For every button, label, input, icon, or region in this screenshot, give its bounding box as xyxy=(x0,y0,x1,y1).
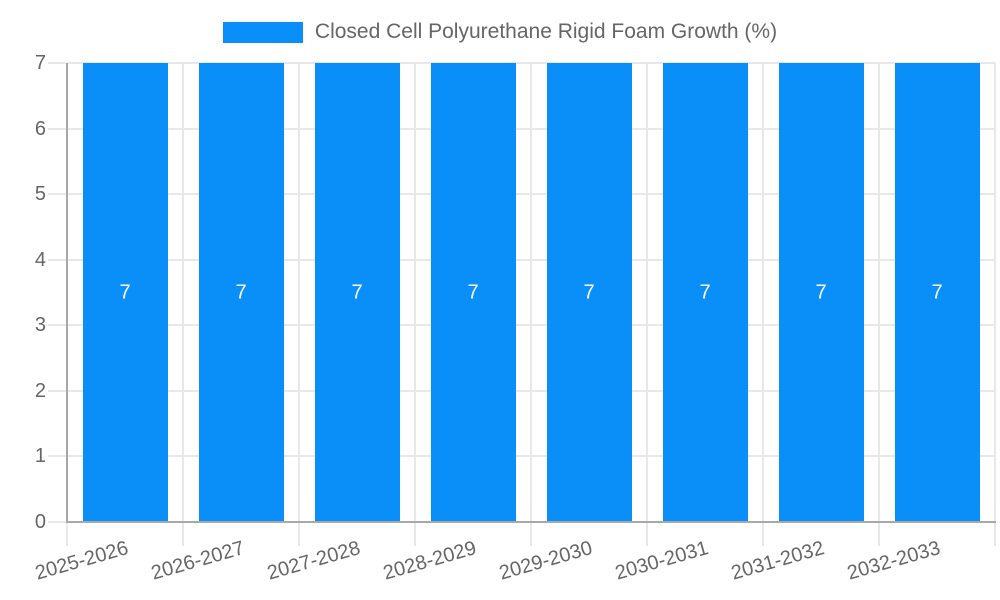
bar-value-label: 7 xyxy=(119,281,131,303)
bar: 7 xyxy=(430,63,516,522)
x-gridline xyxy=(994,63,996,522)
y-tick xyxy=(48,193,66,196)
plot-area: 7 7 7 7 7 7 7 7 xyxy=(66,62,996,523)
bar-value-label: 7 xyxy=(235,281,247,303)
y-axis-label: 1 xyxy=(34,445,46,468)
x-tick xyxy=(878,523,880,546)
bar: 7 xyxy=(546,63,632,522)
y-axis-label: 3 xyxy=(34,314,46,337)
bar-value-label: 7 xyxy=(351,281,363,303)
bar-value-label: 7 xyxy=(931,281,943,303)
y-axis-label: 4 xyxy=(34,248,46,271)
y-tick xyxy=(48,127,66,130)
y-tick xyxy=(48,455,66,458)
y-axis-label: 6 xyxy=(34,117,46,140)
x-tick xyxy=(530,523,532,546)
y-tick xyxy=(48,324,66,327)
bar: 7 xyxy=(198,63,284,522)
x-tick xyxy=(994,523,996,546)
x-gridline xyxy=(878,63,880,522)
x-gridline xyxy=(298,63,300,522)
x-gridline xyxy=(414,63,416,522)
y-axis-label: 5 xyxy=(34,183,46,206)
bar: 7 xyxy=(314,63,400,522)
y-tick xyxy=(48,62,66,64)
bar-value-label: 7 xyxy=(583,281,595,303)
y-axis-line xyxy=(66,63,68,522)
y-axis-label: 2 xyxy=(34,379,46,402)
bar-value-label: 7 xyxy=(699,281,711,303)
x-gridline xyxy=(530,63,532,522)
chart-legend[interactable]: Closed Cell Polyurethane Rigid Foam Grow… xyxy=(0,20,1000,44)
bar: 7 xyxy=(894,63,980,522)
x-axis-line xyxy=(66,521,996,523)
y-axis-label: 7 xyxy=(34,52,46,74)
x-gridline xyxy=(182,63,184,522)
x-tick xyxy=(298,523,300,546)
x-tick xyxy=(66,523,68,546)
legend-swatch xyxy=(222,21,303,43)
bar-value-label: 7 xyxy=(815,281,827,303)
bar-value-label: 7 xyxy=(467,281,479,303)
x-tick xyxy=(646,523,648,546)
bar: 7 xyxy=(82,63,168,522)
y-tick xyxy=(48,258,66,261)
x-gridline xyxy=(646,63,648,522)
bar: 7 xyxy=(662,63,748,522)
y-tick xyxy=(48,389,66,392)
x-tick xyxy=(762,523,764,546)
legend-label: Closed Cell Polyurethane Rigid Foam Grow… xyxy=(314,20,778,43)
bar: 7 xyxy=(778,63,864,522)
x-tick xyxy=(182,523,184,546)
y-tick xyxy=(48,521,66,523)
y-axis-label: 0 xyxy=(34,511,46,533)
x-tick xyxy=(414,523,416,546)
x-gridline xyxy=(762,63,764,522)
